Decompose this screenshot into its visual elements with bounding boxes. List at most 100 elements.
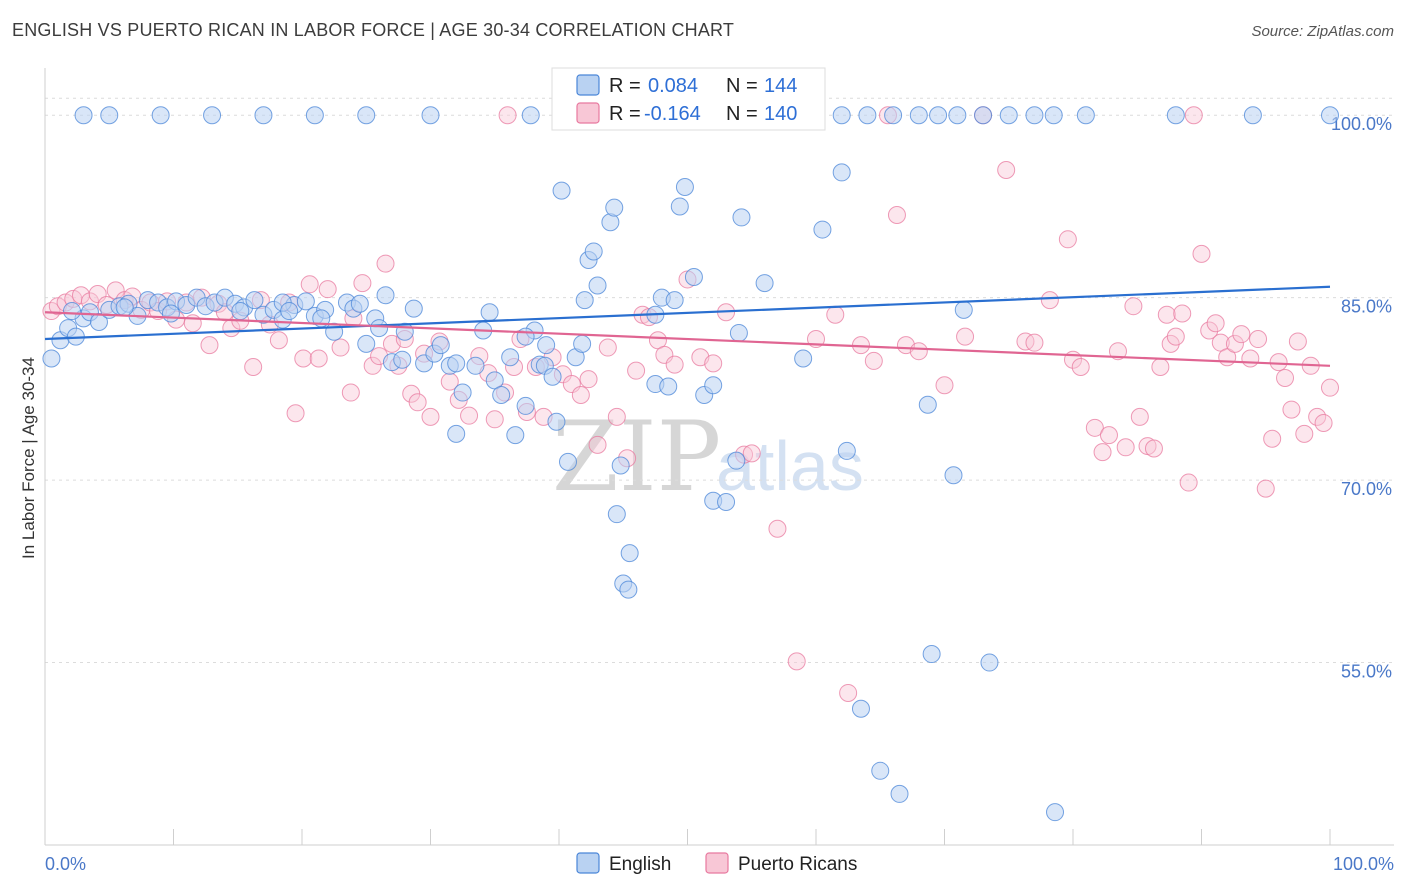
puerto-ricans-point (460, 406, 479, 425)
puerto-ricans-point (935, 376, 954, 395)
legend-r-value-puerto-ricans: -0.164 (644, 103, 701, 125)
puerto-ricans-point (1241, 349, 1260, 368)
legend-top: R = 0.084 N = 144 R = -0.164 N = 140 (551, 67, 826, 131)
puerto-ricans-point (200, 336, 219, 355)
puerto-ricans-point (1269, 353, 1288, 372)
english-point (980, 653, 999, 672)
trend-line-english (44, 285, 1331, 341)
legend-swatch-puerto-ricans (576, 102, 600, 124)
puerto-ricans-point (341, 383, 360, 402)
puerto-ricans-point (1144, 439, 1163, 458)
puerto-ricans-point (1288, 332, 1307, 351)
puerto-ricans-point (864, 351, 883, 370)
puerto-ricans-point (1116, 438, 1135, 457)
english-point (684, 268, 703, 287)
trend-line-puerto-ricans (44, 311, 1331, 367)
puerto-ricans-point (1200, 321, 1219, 340)
y-tick-label: 70.0% (1341, 479, 1392, 499)
puerto-ricans-point (485, 410, 504, 429)
english-point (890, 784, 909, 803)
english-point (521, 106, 540, 125)
english-point (203, 106, 222, 125)
english-point (1076, 106, 1095, 125)
english-point (447, 354, 466, 373)
english-point (871, 761, 890, 780)
english-point (573, 334, 592, 353)
trend-lines (44, 285, 1331, 367)
puerto-ricans-point (1232, 325, 1251, 344)
puerto-ricans-point (588, 435, 607, 454)
english-point (516, 327, 535, 346)
puerto-ricans-point (956, 327, 975, 346)
puerto-ricans-point (1085, 418, 1104, 437)
legend-r-value-english: 0.084 (648, 75, 698, 97)
puerto-ricans-point (318, 280, 337, 299)
legend-r-label-english: R = (609, 75, 641, 97)
english-point (954, 300, 973, 319)
english-point (42, 349, 61, 368)
english-point (254, 106, 273, 125)
english-point (537, 336, 556, 355)
english-point (480, 303, 499, 322)
legend-r-label-puerto-ricans: R = (609, 103, 641, 125)
english-point (575, 291, 594, 310)
english-point (732, 208, 751, 227)
english-point (1025, 106, 1044, 125)
english-point (547, 412, 566, 431)
puerto-ricans-point (1130, 407, 1149, 426)
english-point (421, 106, 440, 125)
english-point (357, 334, 376, 353)
puerto-ricans-point (421, 407, 440, 426)
puerto-ricans-point (1282, 400, 1301, 419)
english-point (231, 302, 250, 321)
puerto-ricans-point (309, 349, 328, 368)
watermark: ZIP atlas (552, 401, 864, 513)
puerto-ricans-point (1263, 429, 1282, 448)
x-tick-label-max: 100.0% (1333, 854, 1394, 874)
english-point (506, 426, 525, 445)
english-point (948, 106, 967, 125)
legend-bottom-swatch-puerto-ricans (705, 852, 729, 874)
puerto-ricans-point (331, 338, 350, 357)
english-point (492, 385, 511, 404)
puerto-ricans-point (579, 370, 598, 389)
puerto-ricans-point (1295, 424, 1314, 443)
puerto-ricans-point (1256, 479, 1275, 498)
puerto-ricans-point (1192, 244, 1211, 263)
english-point (584, 242, 603, 261)
chart-title: ENGLISH VS PUERTO RICAN IN LABOR FORCE |… (12, 20, 735, 40)
puerto-ricans-point (742, 444, 761, 463)
puerto-ricans-point (571, 385, 590, 404)
english-point (1166, 106, 1185, 125)
english-point (280, 302, 299, 321)
y-tick-label: 100.0% (1331, 114, 1392, 134)
puerto-ricans-point (704, 354, 723, 373)
puerto-ricans-point (408, 393, 427, 412)
puerto-ricans-point (1016, 332, 1035, 351)
legend-bottom-swatch-english (576, 852, 600, 874)
puerto-ricans-point (1225, 334, 1244, 353)
english-point (404, 299, 423, 318)
english-point (918, 395, 937, 414)
puerto-ricans-point (768, 519, 787, 538)
english-point (665, 291, 684, 310)
legend-n-value-english: 144 (764, 75, 797, 97)
puerto-ricans-point (1071, 358, 1090, 377)
english-point (813, 220, 832, 239)
english-point (607, 505, 626, 524)
puerto-ricans-point (1108, 342, 1127, 361)
puerto-ricans-point (1184, 106, 1203, 125)
english-point (675, 178, 694, 197)
puerto-ricans-point (286, 404, 305, 423)
english-point (1243, 106, 1262, 125)
series-english (42, 106, 1339, 822)
legend-n-label-english: N = (726, 75, 758, 97)
english-point (100, 106, 119, 125)
puerto-ricans-point (1099, 426, 1118, 445)
english-point (1044, 106, 1063, 125)
puerto-ricans-point (909, 342, 928, 361)
legend-bottom-label-puerto-ricans: Puerto Ricans (738, 854, 857, 875)
puerto-ricans-point (1206, 314, 1225, 333)
puerto-ricans-point (1058, 230, 1077, 249)
